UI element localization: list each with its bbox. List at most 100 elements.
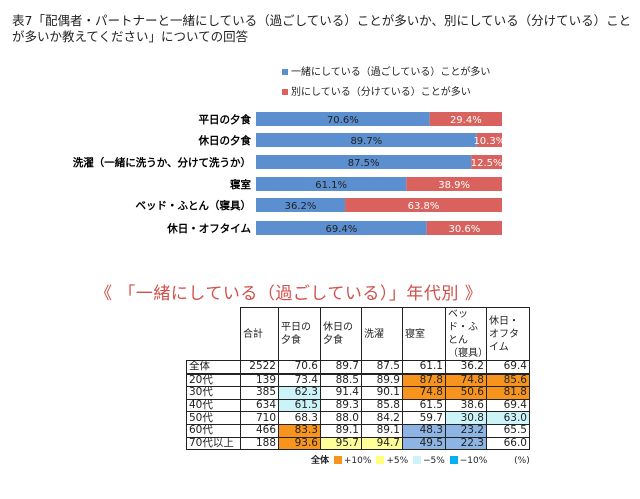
category-label: 休日・オフタイム	[166, 222, 251, 235]
legend-swatch	[413, 456, 422, 464]
data-label: 29.4%	[450, 115, 482, 126]
data-label: 63.8%	[408, 201, 440, 212]
bar-segment	[426, 221, 502, 235]
table-cell: 81.8	[486, 386, 530, 400]
legend-label: 別にしている（分けている）ことが多い	[291, 87, 471, 98]
column-header: 洗濯	[361, 307, 403, 361]
table-cell: 89.1	[320, 423, 362, 438]
table-cell: 61.5	[402, 398, 446, 413]
data-label: 70.6%	[327, 115, 359, 126]
row-label: 70代以上	[186, 436, 241, 451]
table-row: 30代 385 62.3 91.4 90.1 74.8 50.6 81.8	[186, 386, 530, 400]
table-cell: 88.5	[320, 373, 362, 388]
legend-prefix: 全体	[311, 456, 330, 466]
table-legend: 全体 +10% +5% −5% −10% (%)	[311, 453, 532, 466]
legend-swatch	[282, 69, 288, 75]
table-cell: 710	[240, 411, 279, 425]
bar-segment	[256, 112, 430, 126]
legend-swatch	[449, 456, 458, 464]
table-cell: 59.7	[402, 411, 446, 425]
table-cell: 85.6	[486, 373, 530, 388]
table-row: 70代以上 188 93.6 95.7 94.7 49.5 22.3 66.0	[186, 436, 530, 451]
column-header: 合計	[240, 307, 279, 361]
column-header: 休日・オフタイム	[486, 307, 530, 361]
table-cell: 61.5	[278, 398, 321, 413]
data-label: 36.2%	[285, 201, 317, 212]
category-label: 平日の夕食	[199, 113, 252, 126]
table-cell: 83.3	[278, 423, 321, 438]
category-label: 洗濯（一緒に洗うか、分けて洗うか）	[73, 156, 251, 169]
table-row: 40代 634 61.5 89.3 85.8 61.5 38.6 69.4	[186, 398, 530, 413]
table-cell: 30.8	[445, 411, 487, 425]
category-label: 寝室	[230, 178, 251, 191]
table-row: 50代 710 68.3 88.0 84.2 59.7 30.8 63.0	[186, 411, 530, 425]
bar-segment	[256, 221, 427, 235]
table-cell: 90.1	[361, 386, 403, 400]
table-cell: 91.4	[320, 386, 362, 400]
row-label: 30代	[186, 386, 241, 400]
bar-segment	[429, 112, 502, 126]
table-cell: 50.6	[445, 386, 487, 400]
data-label: 61.1%	[315, 180, 347, 191]
table-cell: 22.3	[445, 436, 487, 451]
table-cell: 73.4	[278, 373, 321, 388]
table-cell: 94.7	[361, 436, 403, 451]
table-row: 全体 2522 70.6 89.7 87.5 61.1 36.2 69.4	[186, 359, 530, 375]
page-title: 表7「配偶者・パートナーと一緒にしている（過ごしている）ことが多いか、別にしてい…	[12, 13, 632, 44]
column-header: 休日の夕食	[320, 307, 362, 361]
bar-segment	[471, 155, 502, 169]
table-cell: 634	[240, 398, 279, 413]
table-cell: 69.4	[486, 359, 530, 375]
data-label: 89.7%	[350, 136, 382, 147]
row-label: 50代	[186, 411, 241, 425]
legend-item-together: 一緒にしている（過ごしている）ことが多い	[282, 63, 490, 78]
table-cell: 188	[240, 436, 279, 451]
table-cell: 466	[240, 423, 279, 438]
table-cell: 38.6	[445, 398, 487, 413]
table-cell: 2522	[240, 359, 279, 375]
table-cell: 61.1	[402, 359, 446, 375]
bar-segment	[256, 155, 472, 169]
table-cell: 63.0	[486, 411, 530, 425]
stacked-bar-chart: 平日の夕食 70.6% 29.4% 休日の夕食 89.7% 10.3% 洗濯（一緒に洗うか、…	[73, 112, 505, 235]
table-cell: 88.0	[320, 411, 362, 425]
bar-segment	[406, 177, 502, 191]
legend-swatch	[376, 456, 385, 464]
table-cell: 89.7	[320, 359, 362, 375]
bar-segment	[256, 198, 346, 212]
table-cell: 49.5	[402, 436, 446, 451]
bar-segment	[345, 198, 502, 212]
table-cell: 65.5	[486, 423, 530, 438]
table-cell: 95.7	[320, 436, 362, 451]
legend-item-separate: 別にしている（分けている）ことが多い	[282, 83, 471, 98]
column-header: 平日の夕食	[278, 307, 321, 361]
table-cell: 385	[240, 386, 279, 400]
table-cell: 48.3	[402, 423, 446, 438]
table-cell: 36.2	[445, 359, 487, 375]
table-cell: 89.1	[361, 423, 403, 438]
category-label: 休日の夕食	[198, 134, 252, 147]
table-cell: 89.9	[361, 373, 403, 388]
corner-cell	[186, 307, 241, 361]
bar-segment	[476, 133, 502, 147]
data-label: 69.4%	[325, 224, 357, 235]
table-cell: 139	[240, 373, 279, 388]
legend-swatch	[333, 456, 342, 464]
category-label: ベッド・ふとん（寝具）	[136, 199, 252, 212]
table-cell: 84.2	[361, 411, 403, 425]
legend-label: −10%	[459, 456, 488, 466]
table-row: 60代 466 83.3 89.1 89.1 48.3 23.2 65.5	[186, 423, 530, 438]
legend-label: +5%	[386, 456, 409, 466]
table-cell: 74.8	[402, 386, 446, 400]
legend-label: −5%	[423, 456, 445, 466]
table-row: 20代 139 73.4 88.5 89.9 87.8 74.8 85.6	[186, 373, 530, 388]
section-heading: 《 「一緒にしている（過ごしている）」年代別 》	[95, 284, 483, 304]
table-cell: 87.5	[361, 359, 403, 375]
table-cell: 70.6	[278, 359, 321, 375]
bar-segment	[256, 177, 407, 191]
table-cell: 66.0	[486, 436, 530, 451]
row-label: 20代	[186, 373, 241, 388]
table-cell: 85.8	[361, 398, 403, 413]
age-table: 合計 平日の夕食 休日の夕食 洗濯 寝室 ベッド・ふとん（寝具） 休日・オフタイム 全体 252…	[186, 307, 530, 451]
table-cell: 23.2	[445, 423, 487, 438]
